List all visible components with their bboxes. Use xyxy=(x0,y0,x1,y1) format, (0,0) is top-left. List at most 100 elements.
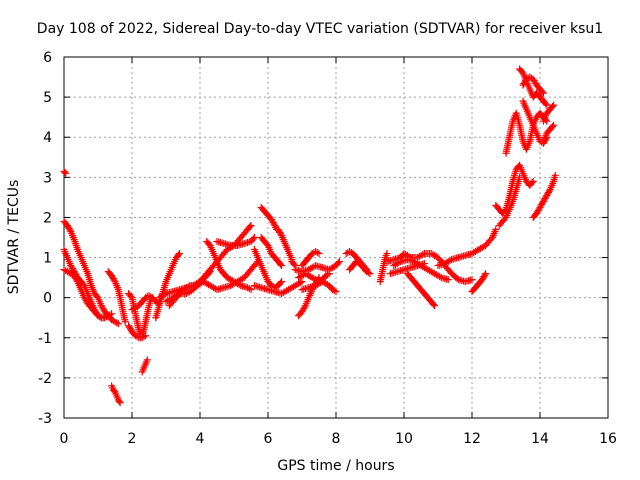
data-point-marker xyxy=(534,206,542,214)
y-tick-label: 2 xyxy=(43,210,52,226)
data-point-marker xyxy=(63,221,71,229)
y-tick-label: 4 xyxy=(43,130,52,146)
data-point-marker xyxy=(481,271,489,279)
data-point-marker xyxy=(480,273,488,281)
data-point-marker xyxy=(533,208,541,216)
data-point-marker xyxy=(383,250,391,258)
data-point-marker xyxy=(110,387,118,395)
y-tick-label: -2 xyxy=(38,371,52,387)
data-point-marker xyxy=(127,292,135,300)
data-point-marker xyxy=(551,171,559,179)
data-point-marker xyxy=(544,190,552,198)
data-point-marker xyxy=(110,276,118,284)
data-point-marker xyxy=(537,202,545,210)
data-point-marker xyxy=(468,276,476,284)
data-point-marker xyxy=(538,88,546,96)
data-point-marker xyxy=(364,269,372,277)
data-point-marker xyxy=(550,121,558,129)
data-point-marker xyxy=(98,303,106,311)
data-point-marker xyxy=(174,251,182,259)
data-point-marker xyxy=(113,319,121,327)
data-point-marker xyxy=(206,268,214,276)
data-point-marker xyxy=(395,259,403,267)
data-point-marker xyxy=(109,275,117,283)
data-point-marker xyxy=(62,169,70,177)
x-tick-label: 2 xyxy=(128,431,137,447)
data-point-marker xyxy=(335,258,343,266)
y-tick-label: 6 xyxy=(43,50,52,66)
data-point-marker xyxy=(67,262,75,270)
data-point-marker xyxy=(69,266,77,274)
data-point-marker xyxy=(535,205,543,213)
data-point-marker xyxy=(106,311,114,319)
data-point-marker xyxy=(275,227,283,235)
data-point-marker xyxy=(533,209,541,217)
data-point-marker xyxy=(205,269,213,277)
data-point-marker xyxy=(235,281,243,289)
y-tick-label: 5 xyxy=(43,90,52,106)
data-point-marker xyxy=(516,173,524,181)
data-point-marker xyxy=(69,265,76,273)
data-point-marker xyxy=(545,187,553,195)
data-point-marker xyxy=(419,251,427,259)
data-point-marker xyxy=(479,274,487,282)
data-point-marker xyxy=(542,100,550,108)
data-point-marker xyxy=(140,333,148,341)
data-point-marker xyxy=(492,225,500,233)
data-point-marker xyxy=(276,260,284,268)
data-point-marker xyxy=(250,234,258,241)
data-point-marker xyxy=(332,288,340,296)
x-tick-label: 6 xyxy=(264,431,273,447)
data-point-marker xyxy=(96,313,104,321)
data-points xyxy=(60,65,559,407)
data-point-marker xyxy=(184,283,192,291)
data-point-marker xyxy=(116,399,124,407)
data-point-marker xyxy=(478,276,486,284)
data-point-marker xyxy=(540,196,548,204)
y-axis-label: SDTVAR / TECUs xyxy=(6,180,22,295)
x-tick-label: 16 xyxy=(599,431,617,447)
x-tick-label: 8 xyxy=(332,431,341,447)
data-point-marker xyxy=(539,197,547,205)
data-point-marker xyxy=(453,274,461,282)
data-point-marker xyxy=(268,217,276,225)
data-point-marker xyxy=(125,322,133,330)
data-point-marker xyxy=(301,303,309,311)
data-point-marker xyxy=(247,286,255,294)
data-point-marker xyxy=(531,78,539,86)
data-point-marker xyxy=(519,81,527,89)
data-point-marker xyxy=(296,279,304,287)
data-point-marker xyxy=(330,287,338,295)
data-point-marker xyxy=(81,295,89,303)
data-point-marker xyxy=(528,179,536,187)
x-tick-label: 0 xyxy=(60,431,69,447)
data-point-marker xyxy=(274,225,282,233)
data-point-marker xyxy=(82,297,90,305)
data-point-marker xyxy=(543,191,551,199)
data-point-marker xyxy=(99,305,107,313)
x-tick-label: 14 xyxy=(531,431,549,447)
data-point-marker xyxy=(245,285,253,293)
data-point-marker xyxy=(520,80,528,88)
data-point-marker xyxy=(121,318,129,326)
data-point-marker xyxy=(114,320,122,328)
data-point-marker xyxy=(101,314,109,322)
data-point-marker xyxy=(298,308,306,316)
data-point-marker xyxy=(249,235,257,243)
data-point-marker xyxy=(444,276,452,284)
data-point-marker xyxy=(126,325,134,333)
data-point-marker xyxy=(548,123,556,131)
data-point-marker xyxy=(73,276,81,284)
data-point-marker xyxy=(267,215,275,223)
x-tick-label: 4 xyxy=(196,431,205,447)
data-point-marker xyxy=(247,221,255,229)
data-point-marker xyxy=(548,102,556,110)
data-point-marker xyxy=(108,310,116,318)
data-point-marker xyxy=(538,200,546,208)
data-point-marker xyxy=(541,194,549,202)
data-point-marker xyxy=(539,199,547,207)
data-point-marker xyxy=(142,332,150,340)
data-point-marker xyxy=(70,272,78,280)
data-point-marker xyxy=(300,305,308,313)
